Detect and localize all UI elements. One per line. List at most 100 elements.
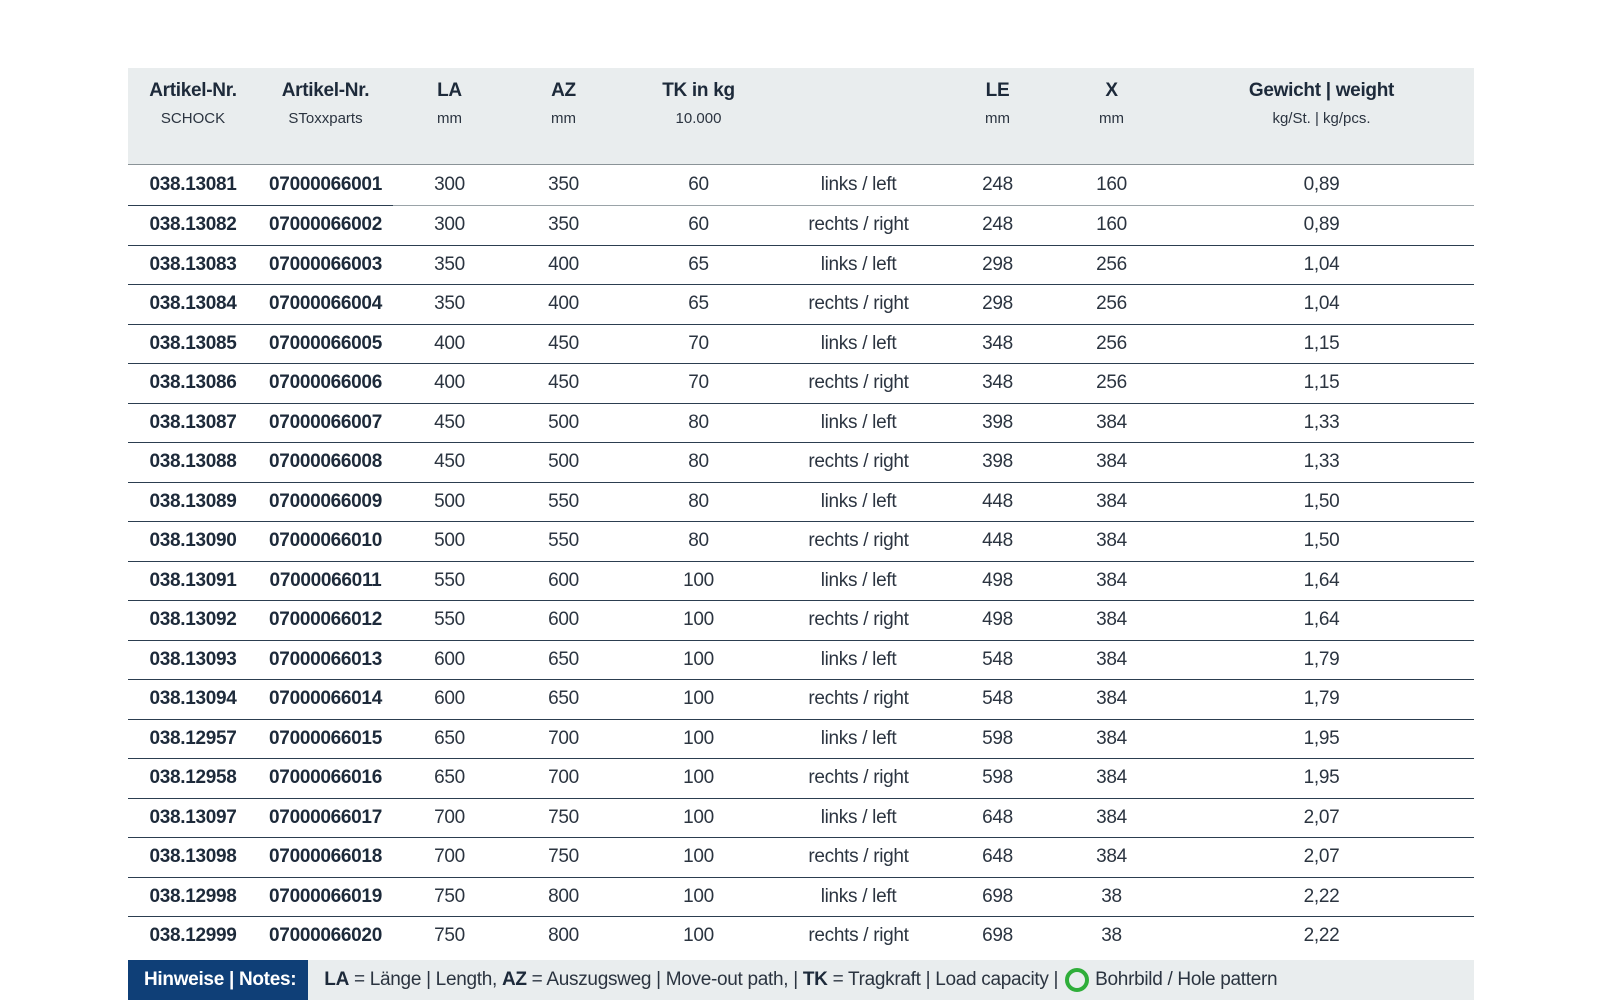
notes-bar: Hinweise | Notes: LA = Länge | Length, A… [128, 960, 1474, 1000]
table-cell: 07000066010 [258, 521, 393, 562]
table-cell: 038.13093 [128, 640, 258, 680]
table-row: 038.12998 07000066019 750 800 100 links / lef… [128, 877, 1474, 917]
table-cell: rechts / right [776, 205, 941, 246]
table-cell: 256 [1054, 284, 1169, 325]
table-cell: 1,15 [1169, 363, 1474, 404]
table-cell: 100 [621, 837, 776, 878]
table-cell: 038.13098 [128, 837, 258, 878]
table-cell: 038.12999 [149, 925, 237, 947]
table-cell: 348 [941, 324, 1054, 364]
table-cell: 648 [941, 798, 1054, 838]
notes-label: Hinweise | Notes: [128, 960, 309, 1000]
table-cell: 750 [393, 877, 506, 917]
table-cell: 600 [506, 561, 621, 601]
table-cell: 2,22 [1303, 925, 1340, 947]
table-cell: 80 [621, 403, 776, 443]
table-cell: 038.13097 [128, 798, 258, 838]
table-cell: 1,33 [1169, 403, 1474, 443]
table-cell: 038.13083 [128, 245, 258, 285]
column-header-2: LA mm [393, 68, 506, 165]
table-row: 038.13082 07000066002 300 350 60 rechts / rig… [128, 205, 1474, 246]
table-cell: 448 [941, 482, 1054, 522]
table-cell: 07000066002 [258, 205, 393, 246]
table-cell: 384 [1054, 442, 1169, 483]
table-cell: 450 [393, 442, 506, 483]
table-cell: 348 [941, 363, 1054, 404]
table-cell: rechts / right [776, 679, 941, 720]
table-cell: 800 [548, 925, 579, 947]
table-cell: 07000066003 [258, 245, 393, 285]
table-cell: 648 [941, 837, 1054, 878]
table-cell: 450 [393, 403, 506, 443]
table-cell: 384 [1054, 758, 1169, 799]
table-cell: links / left [776, 482, 941, 522]
table-cell: 1,15 [1169, 324, 1474, 364]
table-row: 038.13086 07000066006 400 450 70 rechts / rig… [128, 363, 1474, 404]
table-cell: 100 [621, 798, 776, 838]
table-cell: 1,79 [1169, 679, 1474, 720]
table-cell: links / left [776, 640, 941, 680]
table-cell: 500 [393, 482, 506, 522]
product-table-wrapper: Artikel-Nr. SCHOCK Artikel-Nr. SToxxparts LA… [128, 68, 1474, 956]
table-cell: links / left [776, 798, 941, 838]
table-cell: 384 [1054, 679, 1169, 720]
table-cell: 700 [393, 837, 506, 878]
table-cell: 2,07 [1169, 798, 1474, 838]
table-cell: 600 [393, 679, 506, 720]
table-cell: 400 [393, 363, 506, 404]
table-cell: 750 [434, 925, 465, 947]
table-cell: 80 [621, 521, 776, 562]
table-row: 038.13083 07000066003 350 400 65 links / left… [128, 245, 1474, 285]
table-cell: 07000066012 [258, 600, 393, 641]
table-cell: 298 [941, 245, 1054, 285]
table-cell: 600 [506, 600, 621, 641]
table-cell: 038.12958 [128, 758, 258, 799]
table-cell: 038.13094 [128, 679, 258, 720]
table-row: 038.13085 07000066005 400 450 70 links / left… [128, 324, 1474, 364]
table-cell: 350 [393, 245, 506, 285]
table-cell: 384 [1054, 798, 1169, 838]
table-cell: 160 [1054, 164, 1169, 206]
hole-pattern-icon [1065, 968, 1090, 992]
table-cell: 07000066015 [258, 719, 393, 759]
table-cell: 100 [621, 719, 776, 759]
table-cell: 700 [506, 719, 621, 759]
table-cell: 038.13084 [128, 284, 258, 325]
product-table: Artikel-Nr. SCHOCK Artikel-Nr. SToxxparts LA… [128, 68, 1474, 956]
tk-description: = Tragkraft | Load capacity | [827, 969, 1064, 990]
table-cell: 700 [393, 798, 506, 838]
table-cell: 384 [1054, 640, 1169, 680]
table-cell: 398 [941, 403, 1054, 443]
column-header-title: Gewicht | weight [1248, 80, 1395, 101]
table-cell: 80 [621, 442, 776, 483]
table-cell: 650 [393, 758, 506, 799]
table-cell: 350 [506, 205, 621, 246]
table-row: 038.13081 07000066001 300 350 60 links / left… [128, 164, 1474, 206]
table-cell: 07000066001 [258, 164, 393, 206]
table-cell: 750 [506, 798, 621, 838]
table-cell: 07000066004 [258, 284, 393, 325]
column-header-unit: mm [437, 110, 462, 127]
table-cell: 07000066020 [269, 925, 382, 947]
table-cell: 548 [941, 640, 1054, 680]
table-cell: 1,50 [1169, 482, 1474, 522]
table-cell: 550 [393, 600, 506, 641]
column-header-6: LE mm [941, 68, 1054, 165]
table-cell: 0,89 [1169, 164, 1474, 206]
column-header-5 [776, 68, 941, 165]
table-cell: 448 [941, 521, 1054, 562]
table-cell: 038.13090 [128, 521, 258, 562]
column-header-3: AZ mm [506, 68, 621, 165]
table-cell: 100 [621, 640, 776, 680]
table-cell: 550 [506, 521, 621, 562]
table-cell: 650 [393, 719, 506, 759]
column-header-0: Artikel-Nr. SCHOCK [128, 68, 258, 165]
table-cell: 100 [621, 600, 776, 641]
table-cell: 384 [1054, 403, 1169, 443]
table-cell: rechts / right [776, 284, 941, 325]
table-cell: 600 [393, 640, 506, 680]
table-cell: links / left [776, 324, 941, 364]
table-cell: 400 [506, 245, 621, 285]
table-cell: rechts / right [776, 442, 941, 483]
